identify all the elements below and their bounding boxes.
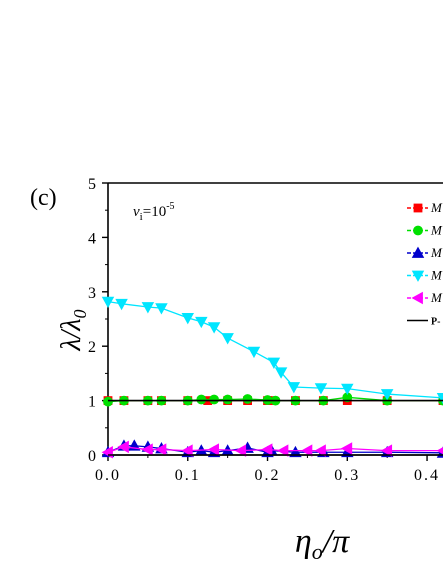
y-axis-label: λ/λ0 xyxy=(56,309,90,351)
y-ticks: 0 1 2 3 4 5 xyxy=(88,176,108,465)
data-point xyxy=(247,346,261,359)
data-point xyxy=(207,322,221,334)
data-point xyxy=(207,443,219,456)
data-point xyxy=(141,443,153,456)
series-4 xyxy=(101,296,443,405)
y-tick-label: 3 xyxy=(88,285,96,302)
panel-label: (c) xyxy=(30,185,57,211)
data-point xyxy=(267,357,281,369)
x-tick-label: 0.0 xyxy=(95,467,121,484)
data-point xyxy=(314,383,328,395)
legend-label: P- xyxy=(431,317,440,328)
data-point xyxy=(380,444,393,457)
y-tick-label: 5 xyxy=(88,176,96,193)
x-axis-label: ηo/π xyxy=(295,523,350,564)
legend-item: M xyxy=(407,200,443,215)
x-tick-label: 0.3 xyxy=(334,467,360,484)
data-point xyxy=(274,367,288,379)
legend-label: M xyxy=(430,245,443,260)
legend-label: M xyxy=(430,200,443,215)
data-point xyxy=(277,444,289,457)
data-point xyxy=(242,394,253,404)
plot-area xyxy=(107,182,443,456)
legend-swatch-marker xyxy=(411,270,425,282)
data-point xyxy=(103,396,113,407)
data-point xyxy=(314,444,326,457)
data-point xyxy=(117,440,129,454)
legend-item: M xyxy=(407,245,443,260)
data-point xyxy=(181,313,195,325)
data-point xyxy=(155,303,168,315)
data-point xyxy=(341,383,354,396)
data-point xyxy=(234,444,247,457)
legend-item: M xyxy=(407,290,443,305)
series-line xyxy=(107,300,443,399)
series-layer xyxy=(101,296,443,459)
x-tick-label: 0.2 xyxy=(255,467,281,484)
data-point xyxy=(300,444,313,457)
legend-item: M xyxy=(407,268,443,283)
legend-swatch-marker xyxy=(411,246,425,258)
x-tick-label: 0.1 xyxy=(175,467,201,484)
data-point xyxy=(209,394,219,405)
data-point xyxy=(196,394,207,405)
legend-swatch-marker xyxy=(411,291,423,305)
legend-item: M xyxy=(407,223,443,238)
data-point xyxy=(222,394,233,405)
data-point xyxy=(141,302,155,314)
legend-label: M xyxy=(430,268,443,283)
x-ticks: 0.0 0.1 0.2 0.3 0.4 xyxy=(95,455,440,484)
data-point xyxy=(340,442,353,455)
y-tick-label: 2 xyxy=(88,339,96,356)
data-point xyxy=(287,382,301,394)
data-point xyxy=(101,296,115,309)
data-point xyxy=(261,443,273,456)
annotation-vi: vi=10-5 xyxy=(133,201,175,223)
data-point xyxy=(436,392,443,405)
data-point xyxy=(181,444,193,457)
data-point xyxy=(115,298,128,311)
legend-label: M xyxy=(430,290,443,305)
legend-swatch-marker xyxy=(413,203,423,213)
data-point xyxy=(221,333,234,345)
data-point xyxy=(380,389,394,401)
legend-swatch-marker xyxy=(413,225,423,236)
legend-item: P- xyxy=(407,317,440,328)
data-point xyxy=(195,316,208,329)
y-tick-label: 0 xyxy=(88,448,96,465)
data-point xyxy=(155,443,167,456)
x-tick-label: 0.4 xyxy=(414,467,440,484)
legend-label: M xyxy=(430,223,443,238)
y-tick-label: 1 xyxy=(88,394,96,411)
y-tick-label: 4 xyxy=(88,230,96,247)
